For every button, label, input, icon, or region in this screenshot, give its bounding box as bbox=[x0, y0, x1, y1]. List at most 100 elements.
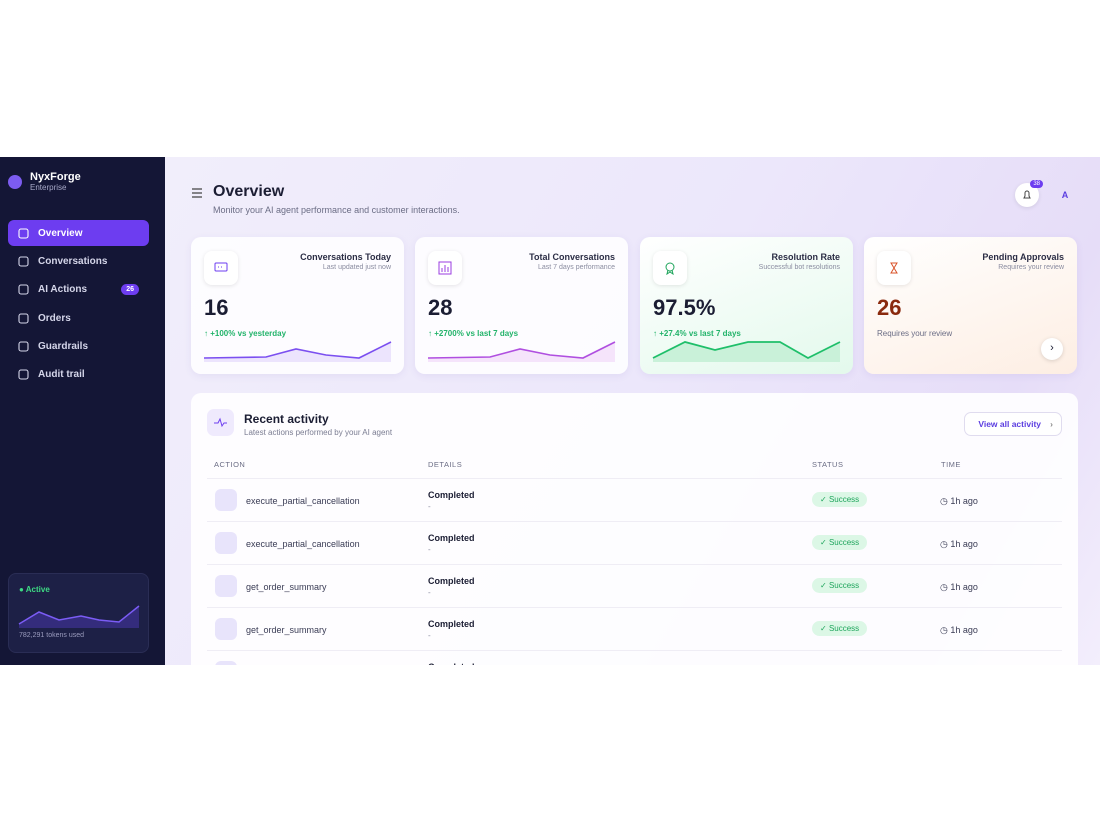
activity-row: execute_partial_cancellation Completed - ✓ … bbox=[207, 478, 1062, 521]
status-text: Success bbox=[828, 581, 860, 590]
sidebar: NyxForge Enterprise Overview Conversation… bbox=[0, 157, 165, 665]
column-header: DETAILS bbox=[428, 460, 463, 469]
nav-label: Orders bbox=[38, 312, 71, 324]
activity-subtitle: Latest actions performed by your AI agen… bbox=[244, 428, 393, 437]
card-change: ↑ +27.4% vs last 7 days bbox=[653, 329, 741, 338]
main: Overview Monitor your AI agent performan… bbox=[165, 157, 1100, 665]
menu-icon[interactable] bbox=[191, 187, 203, 199]
card-title: Conversations Today bbox=[300, 252, 391, 262]
time-text: 1h ago bbox=[950, 582, 978, 592]
usage-sparkline bbox=[18, 605, 140, 628]
action-name: execute_partial_cancellation bbox=[246, 496, 360, 506]
bell-icon bbox=[1023, 190, 1031, 199]
card-icon bbox=[877, 251, 911, 285]
brand-name: NyxForge bbox=[30, 171, 81, 183]
header: Overview Monitor your AI agent performan… bbox=[191, 183, 460, 215]
activity-row: execute_partial_cancellation Completed - ✓ … bbox=[207, 521, 1062, 564]
details: Completed bbox=[428, 662, 475, 665]
nav-icon bbox=[18, 256, 29, 267]
notification-count: 38 bbox=[1030, 180, 1043, 188]
action-name: execute_partial_cancellation bbox=[246, 539, 360, 549]
time: ◷ 1h ago bbox=[940, 582, 978, 592]
activity-row: get_order_summary Completed - ✓ Success ◷ 1h… bbox=[207, 564, 1062, 607]
nav-item[interactable]: AI Actions 26 bbox=[8, 277, 149, 303]
column-header: TIME bbox=[941, 460, 961, 469]
status-text: Success bbox=[828, 538, 860, 547]
card-change: ↑ +2700% vs last 7 days bbox=[428, 329, 519, 338]
page-title: Overview bbox=[213, 183, 285, 200]
logo bbox=[8, 174, 22, 189]
nav-icon bbox=[18, 341, 29, 352]
action-icon bbox=[215, 489, 237, 511]
card-value: 16 bbox=[204, 295, 229, 320]
nav-badge: 26 bbox=[121, 284, 139, 296]
usage-card: ● Active 782,291 tokens used bbox=[8, 573, 149, 653]
details: Completed bbox=[428, 619, 475, 629]
status-text: Success bbox=[828, 624, 860, 633]
view-all-button[interactable]: View all activity › bbox=[964, 412, 1062, 436]
column-header: STATUS bbox=[812, 460, 844, 469]
card-note: Requires your review bbox=[877, 329, 953, 338]
card-value: 28 bbox=[428, 295, 453, 320]
details: Completed bbox=[428, 576, 475, 586]
avatar[interactable]: A bbox=[1061, 190, 1069, 200]
nav-label: AI Actions bbox=[38, 284, 88, 296]
card-change-text: +2700% vs last 7 days bbox=[434, 329, 519, 338]
nav: Overview Conversations AI Actions 26 Orders G… bbox=[8, 220, 149, 390]
activity-panel: Recent activity Latest actions performed… bbox=[191, 393, 1078, 665]
view-all-text: View all activity bbox=[978, 419, 1041, 429]
nav-item[interactable]: Orders bbox=[8, 305, 149, 331]
time-text: 1h ago bbox=[950, 539, 978, 549]
usage-tokens: 782,291 tokens used bbox=[19, 632, 84, 639]
nav-icon bbox=[18, 284, 29, 295]
brand-plan: Enterprise bbox=[30, 183, 67, 192]
column-header: ACTION bbox=[214, 460, 246, 469]
activity-icon bbox=[207, 409, 234, 436]
details-sub: - bbox=[428, 545, 431, 554]
details-sub: - bbox=[428, 631, 431, 640]
card-change: ↑ +100% vs yesterday bbox=[204, 329, 287, 338]
activity-row: get_order_summary Completed - ✓ Success ◷ 1h… bbox=[207, 607, 1062, 650]
details: Completed bbox=[428, 490, 475, 500]
nav-item[interactable]: Audit trail bbox=[8, 362, 149, 388]
time-text: 1h ago bbox=[950, 625, 978, 635]
action-icon bbox=[215, 532, 237, 554]
nav-item[interactable]: Conversations bbox=[8, 248, 149, 274]
time: ◷ 1h ago bbox=[940, 539, 978, 549]
card-value: 97.5% bbox=[653, 295, 716, 320]
stat-card: Total Conversations Last 7 days performa… bbox=[415, 237, 628, 374]
nav-label: Conversations bbox=[38, 255, 108, 267]
action-name: get_order_summary bbox=[246, 625, 327, 635]
card-subtitle: Last updated just now bbox=[322, 264, 391, 271]
status-text: Success bbox=[828, 495, 860, 504]
card-subtitle: Successful bot resolutions bbox=[758, 264, 840, 271]
notification-button[interactable]: 38 bbox=[1015, 180, 1043, 207]
card-icon bbox=[653, 251, 687, 285]
stat-card: Conversations Today Last updated just no… bbox=[191, 237, 404, 374]
stat-card: Resolution Rate Successful bot resolutio… bbox=[640, 237, 853, 374]
card-change-text: +100% vs yesterday bbox=[210, 329, 287, 338]
status-pill: ✓ Success bbox=[812, 535, 868, 550]
nav-label: Audit trail bbox=[38, 369, 85, 381]
next-button[interactable]: › bbox=[1041, 338, 1063, 360]
nav-item[interactable]: Guardrails bbox=[8, 334, 149, 360]
status-pill: ✓ Success bbox=[812, 621, 868, 636]
card-value: 26 bbox=[877, 295, 902, 320]
card-title: Resolution Rate bbox=[771, 252, 840, 262]
card-sparkline bbox=[427, 341, 616, 362]
page-subtitle: Monitor your AI agent performance and cu… bbox=[213, 205, 460, 215]
nav-icon bbox=[18, 227, 29, 239]
details-sub: - bbox=[428, 502, 431, 511]
card-change-text: +27.4% vs last 7 days bbox=[659, 329, 741, 338]
action-icon bbox=[215, 575, 237, 597]
action-icon bbox=[215, 661, 237, 665]
usage-status: ● Active bbox=[19, 585, 50, 594]
nav-label: Overview bbox=[38, 227, 83, 239]
card-title: Total Conversations bbox=[529, 252, 615, 262]
card-icon bbox=[428, 251, 462, 285]
stat-card: Pending Approvals Requires your review 2… bbox=[864, 237, 1077, 374]
card-subtitle: Requires your review bbox=[998, 264, 1064, 271]
nav-item[interactable]: Overview bbox=[8, 220, 149, 246]
activity-row: Completed bbox=[207, 650, 1062, 665]
